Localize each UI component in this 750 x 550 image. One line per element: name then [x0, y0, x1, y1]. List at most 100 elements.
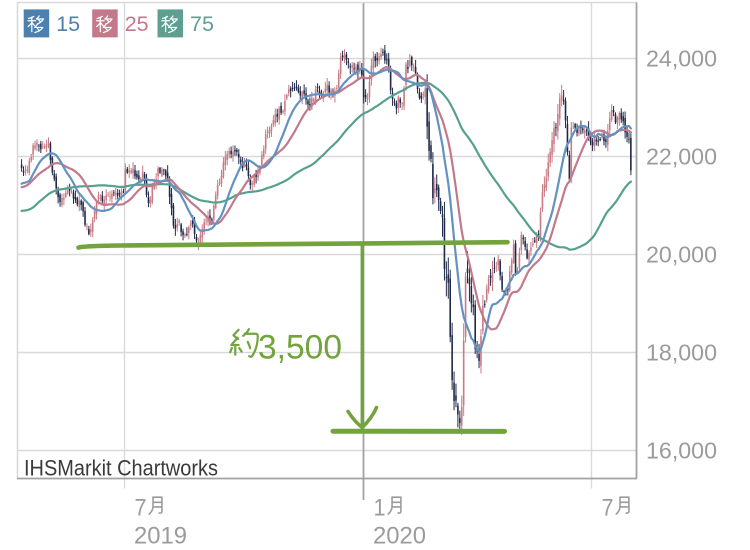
candle-body — [339, 57, 342, 75]
candle-body — [541, 191, 544, 209]
ma75-line — [20, 81, 633, 251]
candle-body — [551, 140, 553, 155]
candle-body — [583, 130, 586, 134]
candle-body — [182, 231, 184, 236]
candle-body — [555, 127, 557, 129]
candle-body — [472, 304, 475, 308]
candle-body — [347, 61, 350, 63]
candle-body — [174, 225, 177, 229]
candle-body — [230, 150, 232, 155]
candle-body — [105, 195, 107, 201]
candle-body — [205, 219, 207, 221]
candle-body — [393, 101, 396, 103]
candle-body — [435, 184, 438, 191]
candle-body — [618, 112, 621, 120]
candle-body — [624, 118, 626, 133]
x-axis-month-label — [148, 496, 163, 515]
candle-body — [382, 51, 384, 53]
candle-body — [218, 183, 221, 184]
candle-body — [460, 406, 463, 426]
candle-body — [262, 149, 265, 157]
candle-body — [499, 260, 501, 276]
candle-body — [243, 163, 246, 166]
candle-body — [297, 87, 300, 92]
x-axis-month-label: 7 — [602, 495, 614, 522]
candle-body — [118, 193, 121, 195]
candle-body — [41, 146, 44, 148]
candle-body — [593, 138, 596, 147]
candle-body — [136, 173, 138, 178]
candle-body — [32, 145, 34, 155]
legend-badge-kanji — [95, 15, 113, 34]
candle-body — [345, 54, 348, 60]
annotation-overlay: 3,500 — [76, 239, 510, 434]
candle-body — [468, 278, 471, 285]
candle-body — [236, 149, 238, 153]
candle-body — [495, 265, 498, 267]
candle-body — [130, 170, 132, 173]
annotation-arrow-head — [346, 405, 379, 430]
candle-body — [166, 172, 169, 179]
candle-body — [349, 66, 352, 68]
candle-body — [157, 168, 159, 177]
candle-body — [239, 159, 242, 163]
legend-badge-kanji — [161, 15, 178, 34]
candle-body — [445, 277, 448, 279]
candle-body — [220, 176, 223, 184]
candle-body — [293, 87, 296, 89]
candle-body — [91, 220, 94, 232]
candle-body — [93, 210, 96, 219]
legend-badge-kanji — [27, 15, 45, 34]
legend-period-label: 25 — [125, 12, 149, 36]
candle-body — [432, 163, 434, 199]
candle-body — [195, 237, 198, 241]
candle-body — [124, 169, 127, 191]
candle-body — [451, 335, 453, 381]
candle-body — [264, 134, 267, 149]
candle-body — [395, 103, 398, 109]
candle-body — [620, 112, 623, 120]
y-axis-label-22000: 22,000 — [646, 143, 717, 169]
candle-body — [364, 94, 367, 98]
candle-body — [72, 192, 75, 199]
candle-body — [372, 57, 375, 69]
candle-body — [480, 336, 482, 366]
candle-body — [539, 212, 542, 239]
candle-body — [566, 124, 569, 153]
candle-body — [53, 173, 56, 179]
candle-body — [161, 169, 163, 176]
candle-body — [336, 88, 338, 89]
ma25-line — [20, 65, 633, 331]
candle-body — [191, 220, 194, 224]
candle-body — [378, 56, 380, 61]
candle-body — [97, 195, 100, 199]
candle-body — [418, 92, 421, 98]
candle-body — [86, 226, 88, 228]
candle-body — [459, 418, 461, 424]
candle-body — [122, 191, 125, 193]
candle-body — [270, 125, 273, 132]
candle-body — [247, 167, 250, 177]
candle-body — [203, 222, 205, 232]
candle-body — [55, 176, 57, 189]
candle-body — [501, 276, 503, 290]
candle-body — [274, 114, 277, 124]
candle-body — [574, 124, 576, 128]
candle-body — [143, 174, 146, 182]
candle-body — [397, 97, 400, 108]
candle-body — [113, 192, 115, 194]
candle-body — [147, 197, 150, 203]
candle-body — [213, 205, 215, 220]
candle-body — [286, 95, 288, 99]
candle-body — [255, 173, 257, 178]
candle-body — [326, 84, 328, 91]
annotation-label: 3,500 — [258, 329, 342, 367]
candle-body — [188, 227, 190, 234]
candle-body — [366, 97, 369, 100]
candle-body — [568, 155, 571, 180]
candle-body — [610, 109, 613, 120]
candle-body — [485, 288, 488, 300]
candle-body — [272, 120, 275, 126]
candle-body — [65, 192, 67, 198]
